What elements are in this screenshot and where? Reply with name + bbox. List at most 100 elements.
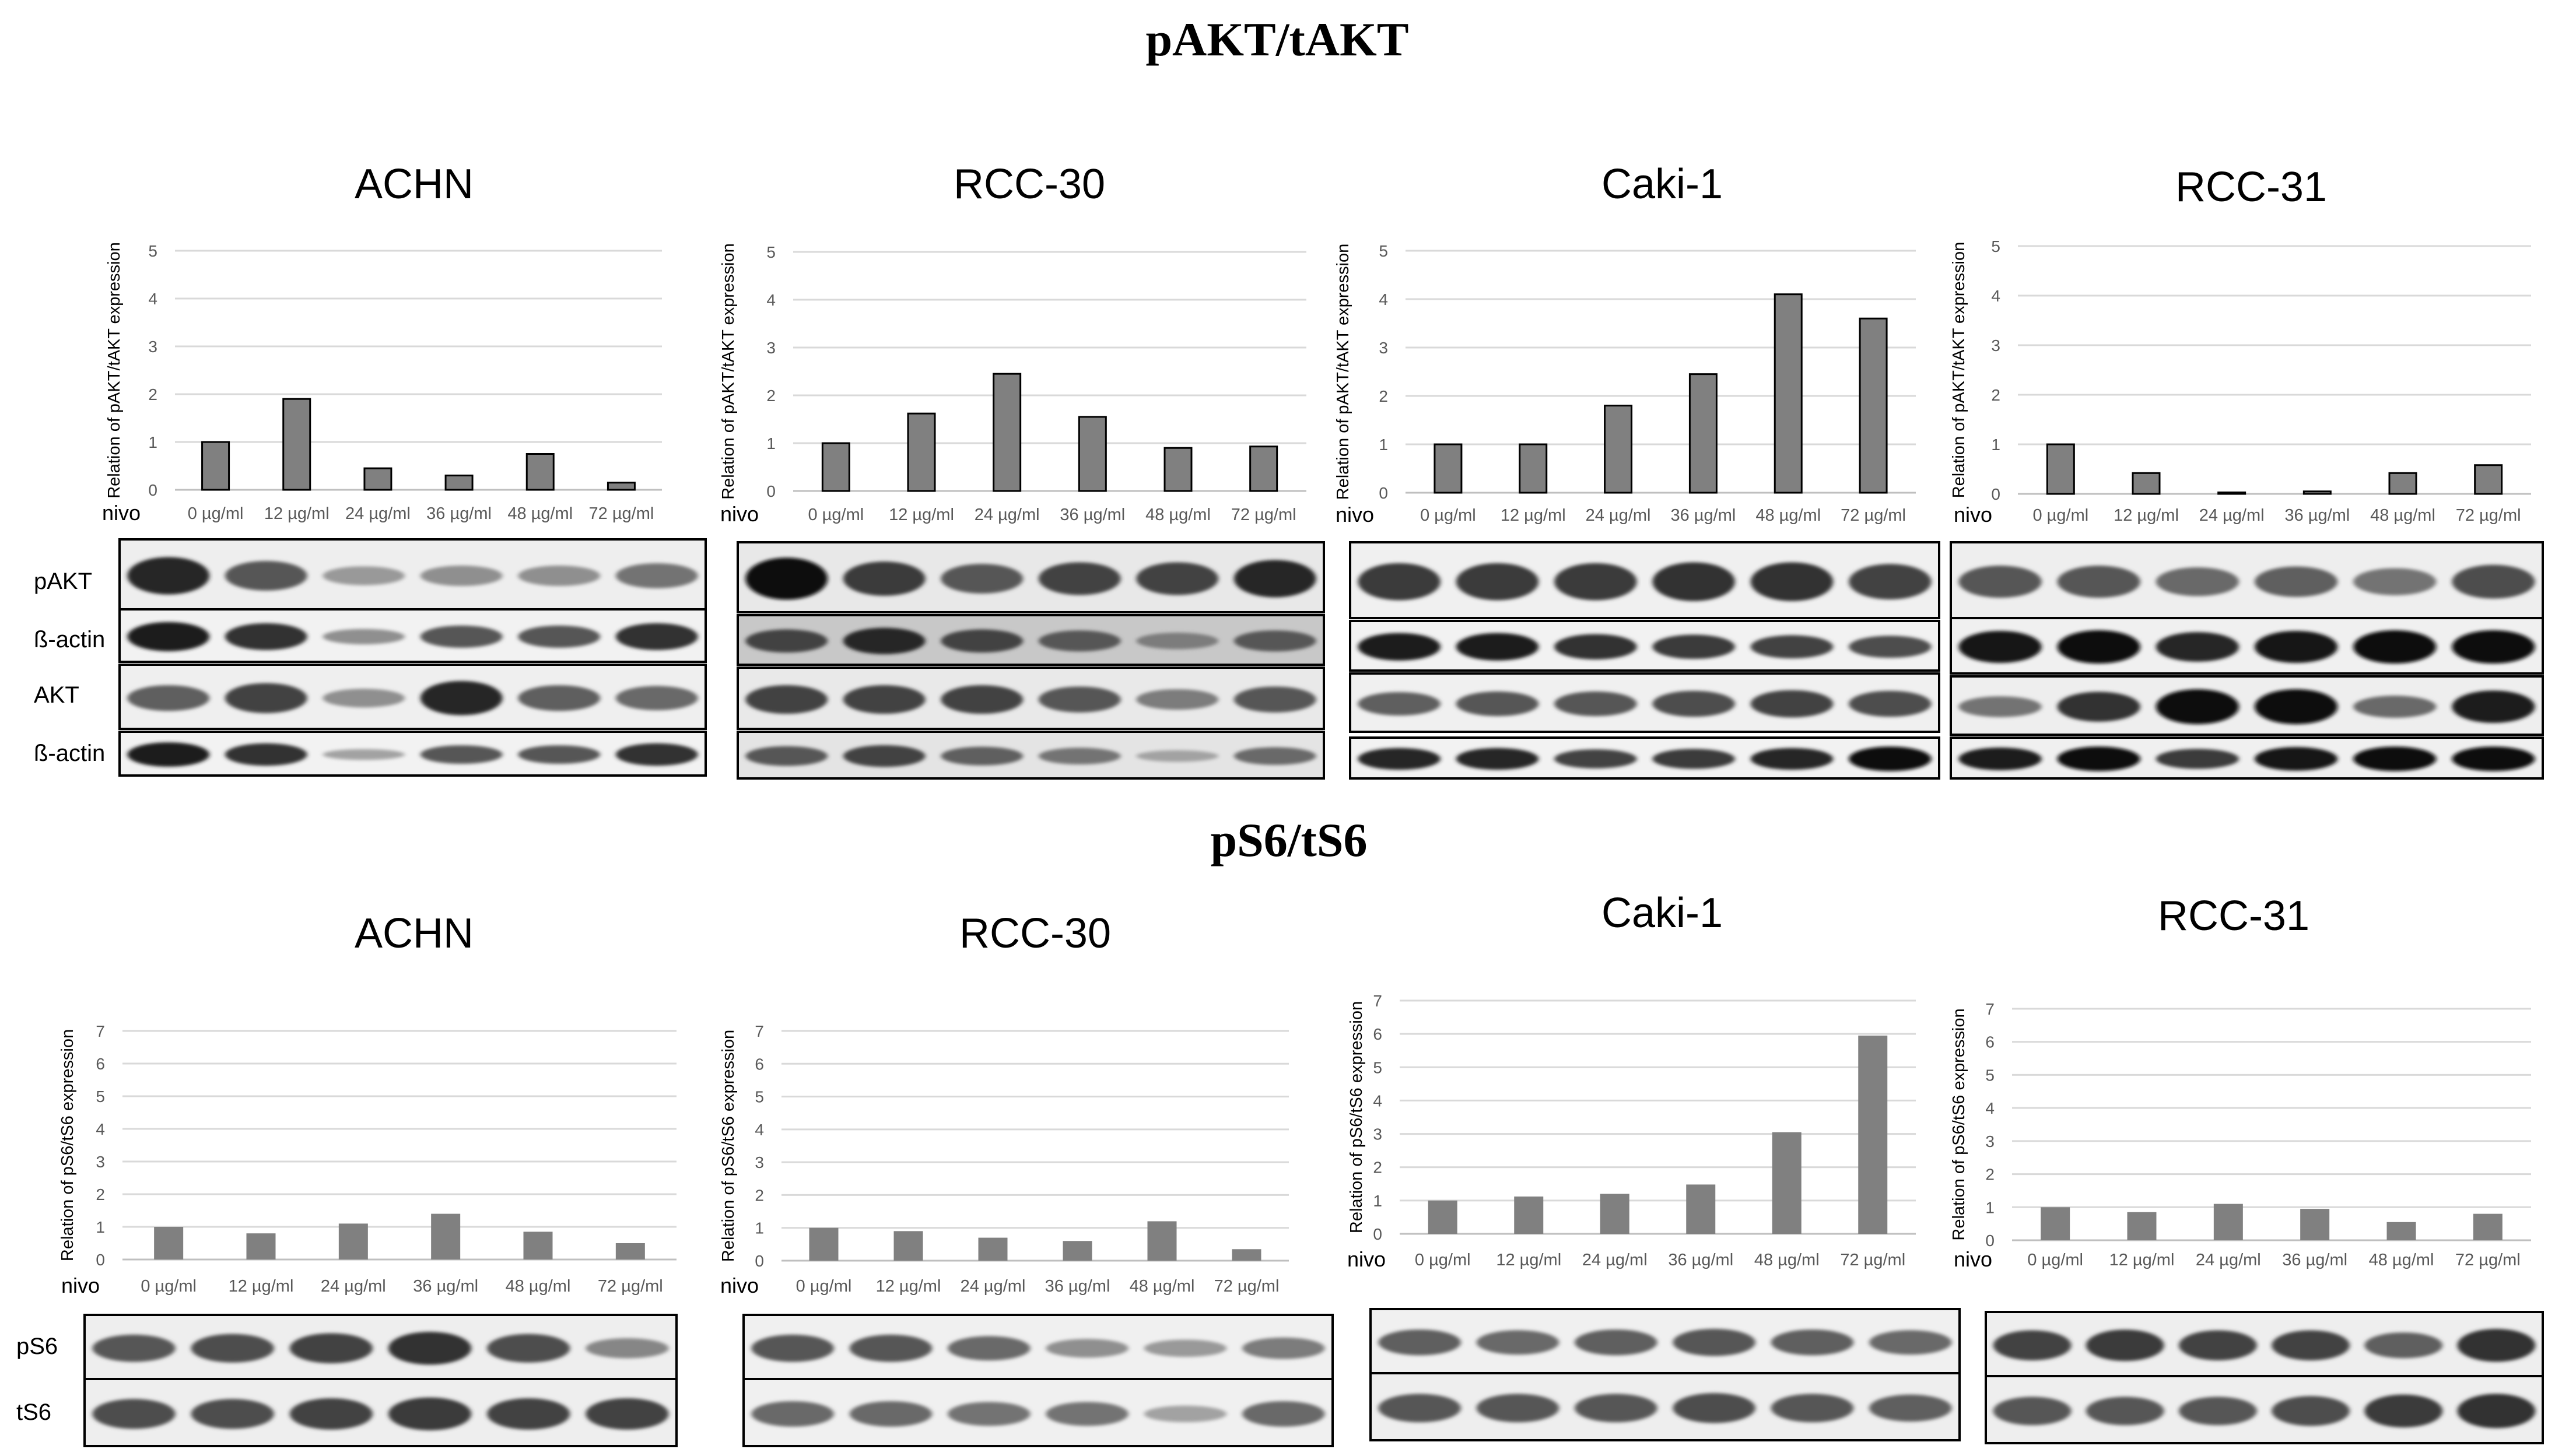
- bar: [2127, 1212, 2157, 1240]
- x-axis-label-nivo: nivo: [61, 1273, 100, 1297]
- x-axis-label-nivo: nivo: [1336, 503, 1374, 527]
- y-tick-label: 3: [755, 1153, 764, 1171]
- blot-band: [92, 1334, 176, 1362]
- bar: [525, 453, 555, 491]
- bar: [993, 373, 1022, 492]
- blot-band: [92, 1399, 176, 1429]
- blot-band: [420, 680, 503, 715]
- blot-band: [323, 566, 405, 585]
- bar: [1686, 1184, 1716, 1234]
- blot-band: [1750, 635, 1834, 659]
- bar: [1604, 405, 1633, 494]
- blot-band: [2452, 564, 2535, 599]
- y-tick-label: 4: [755, 1121, 764, 1139]
- bar: [809, 1227, 839, 1261]
- bar: [2386, 1222, 2416, 1240]
- x-tick-label: 48 µg/ml: [2369, 1251, 2434, 1269]
- chart-title: RCC-30: [954, 161, 1105, 208]
- blot-frame: [742, 1378, 1334, 1447]
- blot-band: [1849, 564, 1932, 600]
- blot-band: [1358, 563, 1441, 601]
- bar: [201, 441, 230, 491]
- blot-band: [1993, 1330, 2072, 1360]
- blot-band: [191, 1334, 274, 1363]
- blot-band: [487, 1334, 570, 1363]
- bar: [2132, 472, 2161, 495]
- blot-band: [2179, 1397, 2257, 1426]
- bar: [821, 442, 850, 492]
- x-tick-label: 24 µg/ml: [2199, 506, 2265, 525]
- blot-band: [127, 685, 210, 711]
- x-axis-label-nivo: nivo: [1954, 1247, 1992, 1271]
- blot-akt-3-row-4: [1349, 736, 1940, 780]
- x-tick-label: 36 µg/ml: [1045, 1277, 1110, 1296]
- x-tick-label: 72 µg/ml: [1841, 506, 1906, 525]
- blot-band: [225, 743, 307, 766]
- blot-akt-4-row-1: [1950, 541, 2544, 619]
- bar: [1232, 1249, 1261, 1261]
- blot-s6-2-row-2: [742, 1378, 1334, 1447]
- blot-band: [1476, 1394, 1559, 1423]
- blot-label: tS6: [16, 1399, 51, 1425]
- blot-band: [2353, 630, 2437, 664]
- y-tick-label: 1: [766, 434, 776, 452]
- section-title-pakt: pAKT/tAKT: [1145, 13, 1408, 66]
- x-tick-label: 24 µg/ml: [1582, 1251, 1648, 1269]
- blot-band: [2452, 746, 2535, 771]
- bar: [607, 482, 636, 491]
- blot-band: [388, 1397, 472, 1430]
- y-tick-label: 7: [1373, 992, 1382, 1010]
- blot-akt-3-row-1: [1349, 541, 1940, 619]
- blot-akt-1-row-4: [118, 731, 707, 777]
- blot-label: pS6: [16, 1334, 58, 1359]
- blot-band: [586, 1398, 669, 1430]
- blot-band: [2156, 632, 2239, 662]
- y-tick-label: 1: [755, 1219, 764, 1237]
- y-tick-label: 0: [766, 482, 776, 500]
- y-axis-label: Relation of pAKT/tAKT expression: [719, 243, 738, 500]
- chart-title: ACHN: [355, 161, 474, 208]
- x-tick-label: 48 µg/ml: [1130, 1277, 1195, 1296]
- bar: [2388, 472, 2417, 495]
- section-title-ps6: pS6/tS6: [1211, 813, 1368, 866]
- bar: [154, 1227, 184, 1259]
- blot-akt-3-row-3: [1349, 672, 1940, 733]
- y-tick-label: 2: [1379, 387, 1388, 405]
- blot-band: [2255, 566, 2338, 597]
- blot-frame: [118, 731, 707, 777]
- blot-band: [1554, 749, 1637, 769]
- blot-band: [1673, 1393, 1755, 1423]
- blot-band: [849, 1334, 933, 1362]
- y-axis-label: Relation of pAKT/tAKT expression: [1334, 244, 1352, 500]
- blot-band: [289, 1333, 373, 1363]
- y-tick-label: 2: [148, 385, 157, 404]
- bar: [1428, 1200, 1457, 1234]
- x-tick-label: 24 µg/ml: [1586, 506, 1651, 525]
- bar: [2302, 490, 2332, 495]
- blot-band: [1378, 1329, 1461, 1356]
- bar-chart-2: RCC-30 0 1 2 3 4 5 Relation of pAKT/tAKT expres…: [719, 161, 1306, 526]
- bar: [246, 1233, 276, 1259]
- blot-band: [323, 749, 405, 760]
- blot-band: [420, 565, 503, 586]
- bar-chart-1: ACHN 0 1 2 3 4 5 Relation of pAKT/tAKT expressi…: [102, 161, 662, 525]
- y-tick-label: 3: [1985, 1132, 1995, 1150]
- bar-chart-4: RCC-31 0 1 2 3 4 5 Relation of pAKT/tAKT expres…: [1950, 164, 2531, 527]
- y-tick-label: 3: [1373, 1125, 1382, 1143]
- x-tick-label: 24 µg/ml: [2196, 1251, 2261, 1269]
- y-tick-label: 4: [1379, 290, 1388, 308]
- blot-band: [745, 629, 828, 653]
- x-tick-label: 72 µg/ml: [1231, 506, 1296, 524]
- bar: [1772, 1132, 1802, 1234]
- blot-band: [745, 557, 828, 600]
- y-tick-label: 3: [1379, 339, 1388, 357]
- bar-chart-7: Caki-1 0 1 2 3 4 5 6 7 Relation of pS6/tS6 expres…: [1347, 890, 1916, 1271]
- blot-band: [2156, 749, 2239, 769]
- bar: [1858, 1036, 1888, 1234]
- blot-band: [1233, 686, 1316, 713]
- blot-band: [615, 623, 698, 650]
- x-tick-label: 36 µg/ml: [1671, 506, 1736, 525]
- y-tick-label: 3: [96, 1153, 105, 1171]
- blot-band: [941, 563, 1024, 594]
- blot-band: [2255, 689, 2338, 724]
